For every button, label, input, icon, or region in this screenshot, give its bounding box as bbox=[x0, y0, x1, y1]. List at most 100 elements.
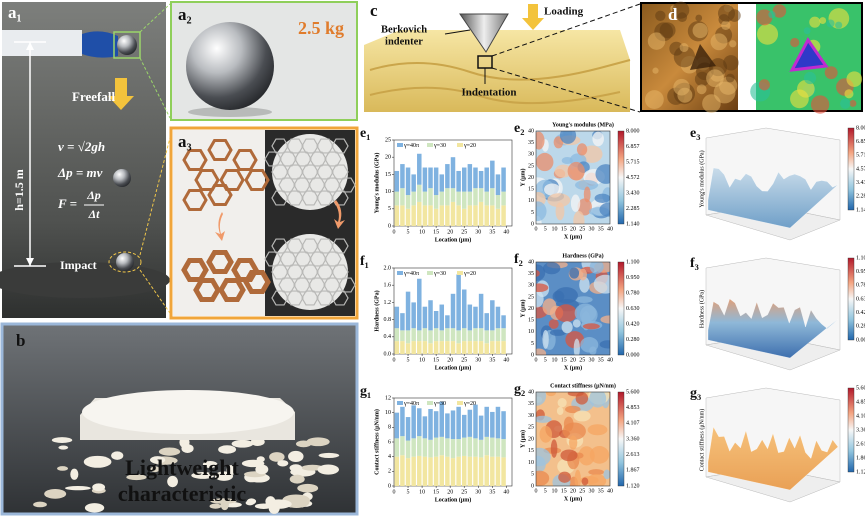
x-axis-label: Location (μm) bbox=[435, 236, 472, 243]
panel-a1: a₁ Freefall v = √2gh Δp = mv F = Δp Δt h… bbox=[0, 2, 170, 318]
bar-segment bbox=[433, 311, 439, 329]
grain bbox=[756, 9, 773, 26]
blob bbox=[573, 210, 585, 224]
bar-segment bbox=[411, 174, 416, 192]
bar-segment bbox=[394, 412, 400, 439]
colorbar-label: 6.857 bbox=[626, 144, 640, 150]
map-frame bbox=[535, 261, 611, 356]
hex-cell bbox=[286, 290, 304, 306]
map-texture bbox=[536, 131, 610, 224]
z-axis-label: Young's modulus (GPa) bbox=[698, 150, 705, 207]
hex-cell bbox=[264, 251, 282, 267]
bar-segment bbox=[405, 440, 411, 459]
x-tick-label: 15 bbox=[561, 226, 567, 232]
bar-segment bbox=[450, 188, 456, 202]
bar-segment bbox=[417, 278, 422, 331]
disk bbox=[272, 134, 348, 210]
bar-segment bbox=[422, 416, 428, 439]
y-tick-label: 15 bbox=[528, 448, 534, 454]
blob bbox=[556, 406, 564, 416]
colorbar-label: 2.285 bbox=[626, 206, 640, 212]
grain bbox=[647, 32, 666, 50]
blob bbox=[576, 143, 588, 156]
bar-segment bbox=[461, 191, 467, 209]
bar-segment bbox=[417, 436, 422, 456]
panel-label: e₂ bbox=[514, 121, 524, 136]
x-tick-label: 25 bbox=[579, 226, 585, 232]
colorbar-label: 1.120 bbox=[626, 483, 640, 489]
blob bbox=[582, 323, 600, 330]
colorbar bbox=[847, 387, 855, 473]
legend-label: γ=20 bbox=[463, 401, 476, 407]
indenter bbox=[459, 13, 509, 53]
bar-segment bbox=[405, 343, 411, 354]
bar-segment bbox=[495, 208, 501, 226]
flower-base bbox=[33, 436, 340, 514]
y-tick-label: 30 bbox=[528, 283, 534, 289]
freefall-label: Freefall bbox=[72, 89, 115, 104]
petal bbox=[218, 445, 237, 454]
blob bbox=[560, 449, 578, 462]
bar-segment bbox=[478, 341, 484, 354]
y-tick-label: 0 bbox=[531, 221, 534, 227]
hex-cell bbox=[309, 251, 327, 267]
blob bbox=[536, 201, 547, 222]
grain bbox=[810, 95, 830, 114]
ball bbox=[113, 169, 131, 187]
y-tick-label: 40 bbox=[528, 389, 534, 395]
panel-label: e₁ bbox=[360, 126, 370, 141]
indent-mark bbox=[690, 44, 716, 70]
hex-cell bbox=[193, 277, 221, 303]
petal bbox=[58, 445, 69, 450]
bar-segment bbox=[456, 205, 461, 226]
bar-segment bbox=[445, 328, 450, 342]
bar-segment bbox=[467, 205, 473, 226]
petal bbox=[181, 444, 194, 453]
bar-segment bbox=[422, 205, 428, 226]
y-tick-label: 35 bbox=[528, 271, 534, 277]
bar-segment bbox=[495, 456, 501, 486]
grain bbox=[721, 20, 731, 30]
bar-segment bbox=[461, 328, 467, 342]
colorbar-label: 0.780 bbox=[856, 283, 865, 289]
x-tick-label: 10 bbox=[419, 357, 425, 363]
blob bbox=[536, 447, 551, 467]
bar-segment bbox=[490, 188, 495, 206]
petal bbox=[231, 439, 254, 448]
bar-segment bbox=[405, 208, 411, 226]
bar-segment bbox=[422, 341, 428, 354]
divider bbox=[738, 4, 756, 110]
x-tick-label: 0 bbox=[393, 489, 396, 495]
panel-label: e₃ bbox=[690, 126, 700, 141]
bar-segment bbox=[484, 343, 489, 354]
y-tick-label: 5 bbox=[531, 341, 534, 347]
colorbar-label: 4.107 bbox=[856, 413, 865, 419]
petal bbox=[150, 466, 160, 473]
x-tick-label: 10 bbox=[552, 226, 558, 232]
hex-cell bbox=[279, 151, 297, 167]
legend-label: γ=30 bbox=[433, 271, 446, 277]
bar-segment bbox=[484, 205, 489, 226]
y-tick-label: 10 bbox=[528, 198, 534, 204]
bar-segment bbox=[422, 438, 428, 457]
hex-cell bbox=[244, 168, 270, 192]
blob bbox=[559, 131, 577, 144]
bar-segment bbox=[411, 205, 416, 226]
zoom-line bbox=[491, 67, 641, 113]
x-tick-label: 35 bbox=[598, 226, 604, 232]
equation: Δp = mv bbox=[57, 165, 103, 180]
bar-segment bbox=[405, 417, 411, 441]
ridge bbox=[369, 59, 631, 81]
x-tick-label: 10 bbox=[552, 488, 558, 494]
grain bbox=[846, 71, 863, 87]
bar-segment bbox=[433, 341, 439, 354]
blob bbox=[587, 424, 608, 436]
bar-segment bbox=[439, 330, 445, 342]
hex-cell bbox=[331, 238, 349, 254]
bar-segment bbox=[439, 455, 445, 486]
bar-segment bbox=[394, 306, 400, 329]
legend-swatch bbox=[427, 143, 433, 147]
bar-segment bbox=[456, 274, 461, 331]
panel-label: c bbox=[370, 1, 378, 20]
bar-segment bbox=[445, 456, 450, 486]
